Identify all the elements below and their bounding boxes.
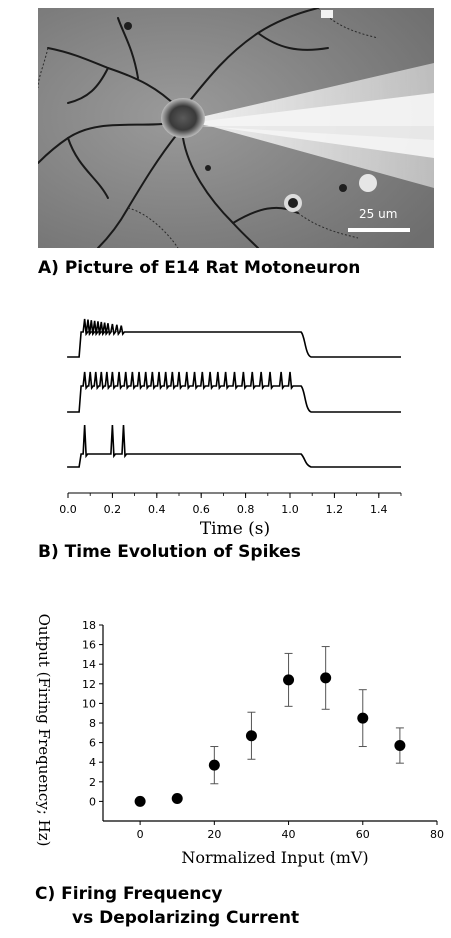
y-tick-label: 18 xyxy=(82,619,96,632)
panel-b-caption: B) Time Evolution of Spikes xyxy=(38,542,301,562)
data-point xyxy=(245,730,257,742)
y-tick-label: 2 xyxy=(89,776,96,789)
soma xyxy=(161,98,205,138)
y-tick-label: 10 xyxy=(82,697,96,710)
x-tick-label: 40 xyxy=(282,828,296,841)
x-tick-label: 60 xyxy=(356,828,370,841)
y-tick-label: 0 xyxy=(89,795,96,808)
voltage-trace-1 xyxy=(67,318,401,358)
y-tick-label: 16 xyxy=(82,639,96,652)
patch-pipette xyxy=(188,63,434,188)
data-point xyxy=(208,759,220,771)
trace-layer xyxy=(67,318,401,468)
neuron-micrograph: 25 um xyxy=(38,8,434,248)
time-tick-label: 0.8 xyxy=(237,503,255,516)
data-point xyxy=(171,792,183,804)
dendrites xyxy=(38,8,329,248)
y-tick-label: 4 xyxy=(89,756,96,769)
data-point xyxy=(357,712,369,724)
y-tick-label: 14 xyxy=(82,658,96,671)
time-tick-label: 0.0 xyxy=(59,503,77,516)
time-axis-ticks: 0.0 0.2 0.4 0.6 0.8 1.0 1.2 1.4 xyxy=(59,493,402,516)
time-tick-label: 1.2 xyxy=(326,503,344,516)
voltage-trace-3 xyxy=(67,424,401,468)
data-point xyxy=(283,674,295,686)
time-axis-label: Time (s) xyxy=(200,519,270,539)
y-tick-label: 8 xyxy=(89,717,96,730)
x-axis-label: Normalized Input (mV) xyxy=(181,848,368,867)
freq-points xyxy=(134,646,406,807)
x-tick-label: 80 xyxy=(430,828,444,841)
data-point xyxy=(320,672,332,684)
y-tick-label: 6 xyxy=(89,737,96,750)
x-tick-label: 0 xyxy=(137,828,144,841)
time-tick-label: 1.0 xyxy=(281,503,299,516)
voltage-trace-2 xyxy=(67,371,401,413)
y-tick-label: 12 xyxy=(82,678,96,691)
panel-a-caption: A) Picture of E14 Rat Motoneuron xyxy=(38,258,361,278)
time-tick-label: 1.4 xyxy=(370,503,388,516)
time-tick-label: 0.2 xyxy=(104,503,122,516)
data-point xyxy=(394,740,406,752)
firing-frequency-chart: Output (Firing Frequency; Hz) 0 2 4 6 8 10 12 1… xyxy=(35,614,444,867)
panel-c-caption-line2: vs Depolarizing Current xyxy=(72,908,300,928)
panel-c-caption-line1: C) Firing Frequency xyxy=(35,884,223,904)
x-tick-label: 20 xyxy=(207,828,221,841)
debris xyxy=(124,10,377,212)
fine-processes xyxy=(38,8,379,248)
spike-traces-chart: 0.0 0.2 0.4 0.6 0.8 1.0 1.2 1.4 Time (s) xyxy=(59,318,402,539)
scale-bar-label: 25 um xyxy=(359,207,397,221)
time-tick-label: 0.6 xyxy=(192,503,210,516)
y-axis-label: Output (Firing Frequency; Hz) xyxy=(35,614,53,847)
time-tick-label: 0.4 xyxy=(148,503,166,516)
data-point xyxy=(134,795,146,807)
freq-axes: 0 2 4 6 8 10 12 14 16 18 0 20 40 60 80 xyxy=(82,619,444,841)
